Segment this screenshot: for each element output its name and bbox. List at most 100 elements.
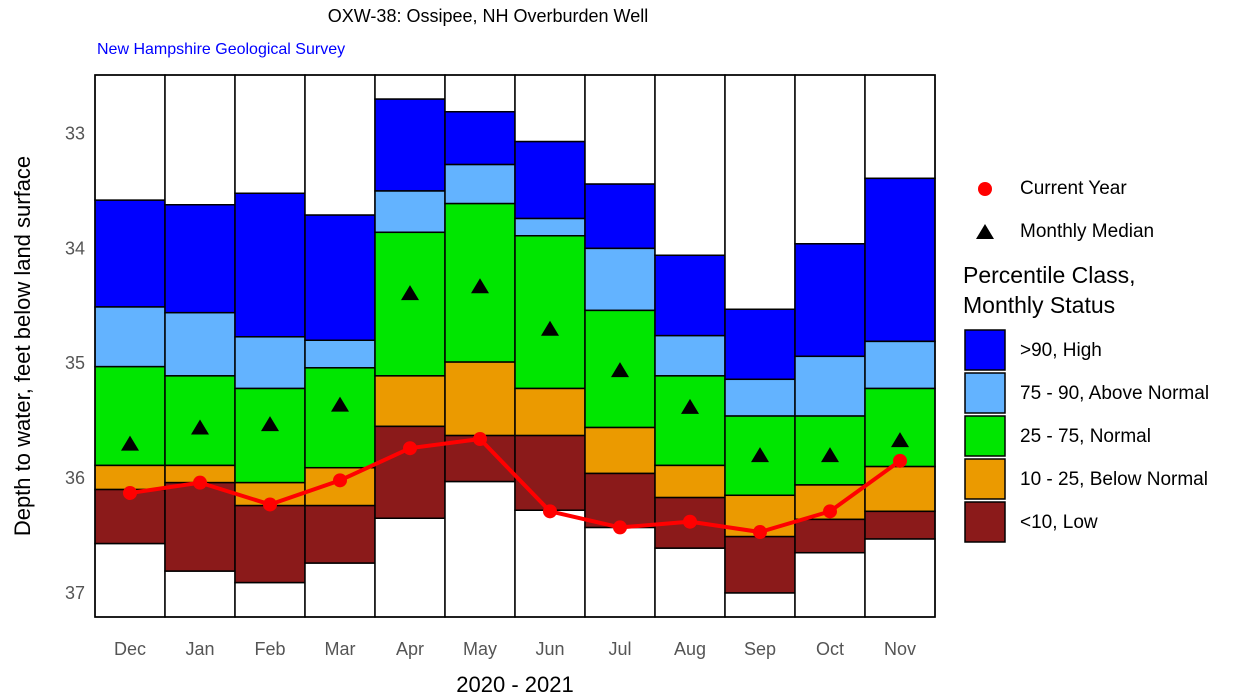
extreme-box: [164, 570, 236, 618]
x-tick-label: Jun: [535, 639, 564, 659]
percentile-band: [584, 472, 656, 529]
extreme-box: [374, 517, 446, 618]
x-tick-label: Sep: [744, 639, 776, 659]
percentile-band: [514, 140, 586, 220]
percentile-band: [584, 183, 656, 250]
x-tick-label: May: [463, 639, 497, 659]
extreme-box: [794, 74, 866, 245]
extreme-box: [94, 542, 166, 618]
median-marker: [751, 447, 769, 463]
current-year-point: [893, 453, 907, 468]
current-year-point: [753, 525, 767, 540]
current-year-point: [263, 497, 277, 512]
percentile-band: [374, 231, 446, 377]
y-tick-label: 36: [65, 468, 85, 488]
extreme-box: [444, 74, 516, 113]
y-tick-label: 34: [65, 238, 85, 258]
percentile-band: [514, 434, 586, 511]
current-year-point: [683, 514, 697, 529]
percentile-band: [724, 378, 796, 417]
median-marker: [401, 285, 419, 301]
percentile-band: [514, 217, 586, 237]
legend-swatch: [964, 415, 1006, 457]
percentile-band: [94, 199, 166, 308]
extreme-box: [374, 74, 446, 100]
percentile-band: [164, 204, 236, 314]
median-marker: [261, 416, 279, 432]
extreme-box: [864, 74, 936, 180]
percentile-band: [374, 375, 446, 428]
median-marker: [121, 435, 139, 451]
x-tick-label: Aug: [674, 639, 706, 659]
percentile-band: [94, 464, 166, 491]
extreme-box: [164, 74, 236, 206]
percentile-band: [374, 190, 446, 234]
legend-swatch: [964, 329, 1006, 371]
extreme-box: [654, 547, 726, 618]
percentile-band: [164, 481, 236, 572]
extreme-box: [234, 74, 306, 195]
percentile-band: [864, 465, 936, 513]
y-tick-label: 35: [65, 353, 85, 373]
extreme-box: [304, 562, 376, 618]
percentile-band: [304, 504, 376, 564]
extreme-box: [514, 509, 586, 618]
extreme-box: [724, 74, 796, 311]
percentile-band: [584, 247, 656, 312]
percentile-band: [864, 387, 936, 468]
percentile-band: [444, 361, 516, 437]
percentile-band: [584, 426, 656, 475]
percentile-band: [654, 254, 726, 337]
extreme-box: [794, 551, 866, 618]
legend-title: Percentile Class,: [963, 262, 1136, 288]
percentile-band: [864, 510, 936, 540]
extreme-box: [864, 538, 936, 618]
extreme-box: [94, 74, 166, 201]
legend-swatch: [964, 501, 1006, 543]
percentile-band: [234, 387, 306, 484]
x-tick-label: Mar: [325, 639, 356, 659]
median-marker: [611, 362, 629, 378]
current-year-line: [129, 436, 902, 535]
extreme-box: [724, 592, 796, 618]
legend-label: <10, Low: [1020, 512, 1098, 533]
legend-label: >90, High: [1020, 340, 1102, 361]
percentile-band: [794, 518, 866, 554]
percentile-band: [374, 425, 446, 519]
percentile-band: [234, 504, 306, 584]
current-year-point: [543, 504, 557, 519]
x-tick-label: Dec: [114, 639, 146, 659]
extreme-box: [584, 526, 656, 618]
percentile-band: [864, 340, 936, 390]
x-axis-label: 2020 - 2021: [456, 672, 573, 697]
x-tick-label: Jan: [185, 639, 214, 659]
percentile-band: [234, 192, 306, 338]
legend-marker: [976, 224, 994, 239]
percentile-band: [304, 367, 376, 469]
percentile-band: [654, 334, 726, 377]
percentile-band: [374, 98, 446, 192]
percentile-band: [444, 110, 516, 166]
extreme-box: [304, 74, 376, 216]
percentile-band: [164, 311, 236, 377]
current-year-point: [123, 485, 137, 500]
median-marker: [891, 432, 909, 448]
current-year-point: [333, 473, 347, 488]
extreme-box: [234, 581, 306, 618]
legend-title: Monthly Status: [963, 292, 1115, 318]
chart-title: OXW-38: Ossipee, NH Overburden Well: [328, 6, 648, 26]
percentile-band: [724, 535, 796, 594]
y-axis-label: Depth to water, feet below land surface: [10, 156, 35, 536]
median-marker: [471, 278, 489, 294]
median-marker: [821, 447, 839, 463]
percentile-band: [654, 375, 726, 467]
percentile-band: [724, 308, 796, 381]
percentile-band: [864, 177, 936, 343]
plot-frame: [94, 74, 936, 618]
current-year-point: [193, 475, 207, 490]
x-tick-label: Nov: [884, 639, 916, 659]
y-tick-label: 37: [65, 583, 85, 603]
current-year-point: [613, 520, 627, 535]
legend-label: 75 - 90, Above Normal: [1020, 383, 1209, 404]
